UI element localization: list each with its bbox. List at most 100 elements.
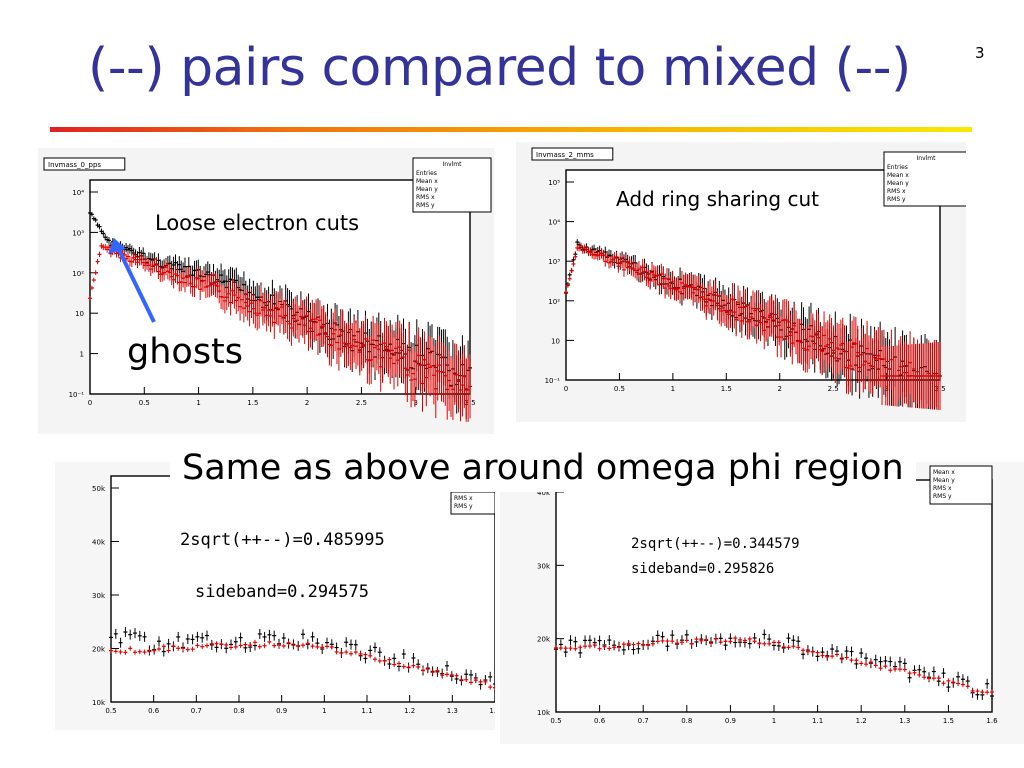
histogram-plot-1: 10⁴10³10²10110⁻¹00.511.522.533.5Invmass_…: [43, 157, 492, 422]
y-tick-label: 10⁴: [72, 189, 84, 197]
sideband-value-1: sideband=0.294575: [195, 582, 369, 602]
stats-entry: RMS y: [416, 202, 435, 209]
y-tick-label: 10⁻¹: [545, 377, 561, 385]
stats-box: [450, 491, 495, 515]
stats-entry: RMS y: [887, 196, 906, 203]
y-tick-label: 10³: [72, 229, 84, 237]
histogram-panel-omega-phi-2: 40k 30k 20k 10k 0.5 0.6 0.7 0.8 0.9 1 1.1 1.2 1.3 1.5…: [500, 462, 1024, 744]
y-tick-label: 10²: [72, 270, 84, 278]
stats-title: Invlmt: [917, 155, 937, 162]
x-tick-label: 0.9: [276, 707, 287, 715]
sideband-value-2: sideband=0.295826: [631, 561, 775, 577]
sqrt-ratio-value-1: 2sqrt(++--)=0.485995: [180, 530, 385, 550]
x-tick-label: 0.6: [148, 707, 160, 715]
x-tick-label: 1.1: [361, 707, 372, 715]
x-tick-label: 0.8: [233, 707, 244, 715]
x-tick-label: 0.6: [594, 717, 606, 725]
stats-entry: Entries: [416, 170, 437, 177]
x-tick-label: 1.2: [856, 717, 867, 725]
stats-entry: RMS x: [887, 188, 906, 195]
x-tick-label: 0.7: [638, 717, 649, 725]
hist-title: Invmass_0_pps: [48, 161, 101, 169]
stats-entry: Mean y: [416, 186, 438, 193]
y-tick-label: 40k: [92, 539, 106, 547]
y-tick-label: 10⁻¹: [69, 391, 85, 399]
x-tick-label: 1.5: [943, 717, 954, 725]
y-tick-label: 10³: [548, 258, 560, 266]
x-tick-label: 0.5: [105, 707, 116, 715]
stats-title: Invlmt: [443, 161, 463, 168]
x-tick-label: 1: [322, 707, 326, 715]
plot-frame: [555, 479, 993, 713]
x-tick-label: 1.6: [986, 717, 998, 725]
y-tick-label: 40k: [537, 489, 551, 497]
x-tick-label: 2: [305, 399, 309, 407]
x-tick-label: 0.5: [139, 399, 150, 407]
stats-box: [883, 151, 966, 207]
hist-title-box: [43, 157, 126, 171]
y-tick-label: 10⁵: [548, 179, 560, 187]
x-tick-label: 0.7: [191, 707, 202, 715]
plot-frame: [565, 169, 941, 381]
x-tick-label: 1: [772, 717, 776, 725]
y-tick-label: 10k: [92, 699, 106, 707]
hist-title: Invmass_2_mms: [536, 151, 594, 159]
x-tick-label: 1.5: [489, 707, 495, 715]
x-tick-label: 0.5: [614, 385, 625, 393]
x-tick-label: 1: [196, 399, 200, 407]
x-tick-label: 1.3: [899, 717, 910, 725]
stats-entry: Mean x: [933, 469, 955, 476]
y-tick-label: 1: [80, 351, 84, 359]
stats-entry: Mean y: [933, 477, 955, 484]
y-tick-label: 10: [75, 310, 84, 318]
x-tick-label: 1.2: [404, 707, 415, 715]
stats-entry: RMS x: [933, 485, 952, 492]
ghosts-arrow-shaft: [116, 247, 156, 323]
y-tick-label: 30k: [92, 592, 106, 600]
hist-title-box: [531, 147, 614, 161]
loose-cuts-label: Loose electron cuts: [155, 211, 360, 235]
omega-phi-caption: Same as above around omega phi region: [170, 444, 916, 492]
x-tick-label: 3: [884, 385, 888, 393]
stats-entry: RMS y: [933, 493, 952, 500]
y-tick-label: 20k: [537, 636, 551, 644]
y-tick-label: 10: [551, 337, 560, 345]
page-number: 3: [975, 44, 985, 62]
stats-entry: RMS x: [416, 194, 435, 201]
y-tick-label: 20k: [92, 646, 106, 654]
sqrt-ratio-value-2: 2sqrt(++--)=0.344579: [631, 536, 800, 552]
x-tick-label: 0.5: [550, 717, 561, 725]
x-tick-label: 0.8: [681, 717, 692, 725]
x-tick-label: 1.5: [721, 385, 732, 393]
x-tick-label: 1.1: [812, 717, 823, 725]
x-tick-label: 2.5: [828, 385, 839, 393]
ghosts-arrow-head: [108, 238, 126, 254]
stats-entry: Entries: [887, 164, 908, 171]
x-tick-label: 0: [88, 399, 92, 407]
stats-entry: Mean x: [416, 178, 438, 185]
stats-box: [412, 157, 492, 213]
slide-title: (--) pairs compared to mixed (--): [88, 38, 911, 98]
stats-box: [929, 465, 993, 505]
y-tick-label: 10k: [537, 709, 551, 717]
histogram-plot-2: 10⁵10⁴10³10²1010⁻¹00.511.522.533.5Invmas…: [531, 147, 966, 410]
histogram-panel-omega-phi-1: 50k 40k 30k 20k 10k 0.5 0.6 0.7 0.8 0.9 1 1.1 1.2 1.3…: [55, 462, 495, 730]
y-tick-label: 10⁴: [548, 219, 560, 227]
x-tick-label: 1.3: [447, 707, 458, 715]
x-tick-label: 2: [777, 385, 781, 393]
title-underline: [50, 127, 972, 132]
x-tick-label: 1.5: [247, 399, 258, 407]
x-tick-label: 1: [671, 385, 675, 393]
histogram-panel-loose-cuts: 10⁴10³10²10110⁻¹00.511.522.533.5Invmass_…: [38, 148, 494, 434]
y-tick-label: 30k: [537, 562, 551, 570]
plot-frame: [110, 475, 495, 703]
histogram-panel-ring-sharing: 10⁵10⁴10³10²1010⁻¹00.511.522.533.5Invmas…: [516, 142, 966, 422]
stats-entry: RMS y: [454, 503, 473, 510]
x-tick-label: 3: [413, 399, 417, 407]
ring-sharing-label: Add ring sharing cut: [616, 187, 819, 211]
stats-entry: Mean x: [887, 172, 909, 179]
x-tick-label: 0: [564, 385, 568, 393]
y-tick-label: 10²: [548, 298, 560, 306]
